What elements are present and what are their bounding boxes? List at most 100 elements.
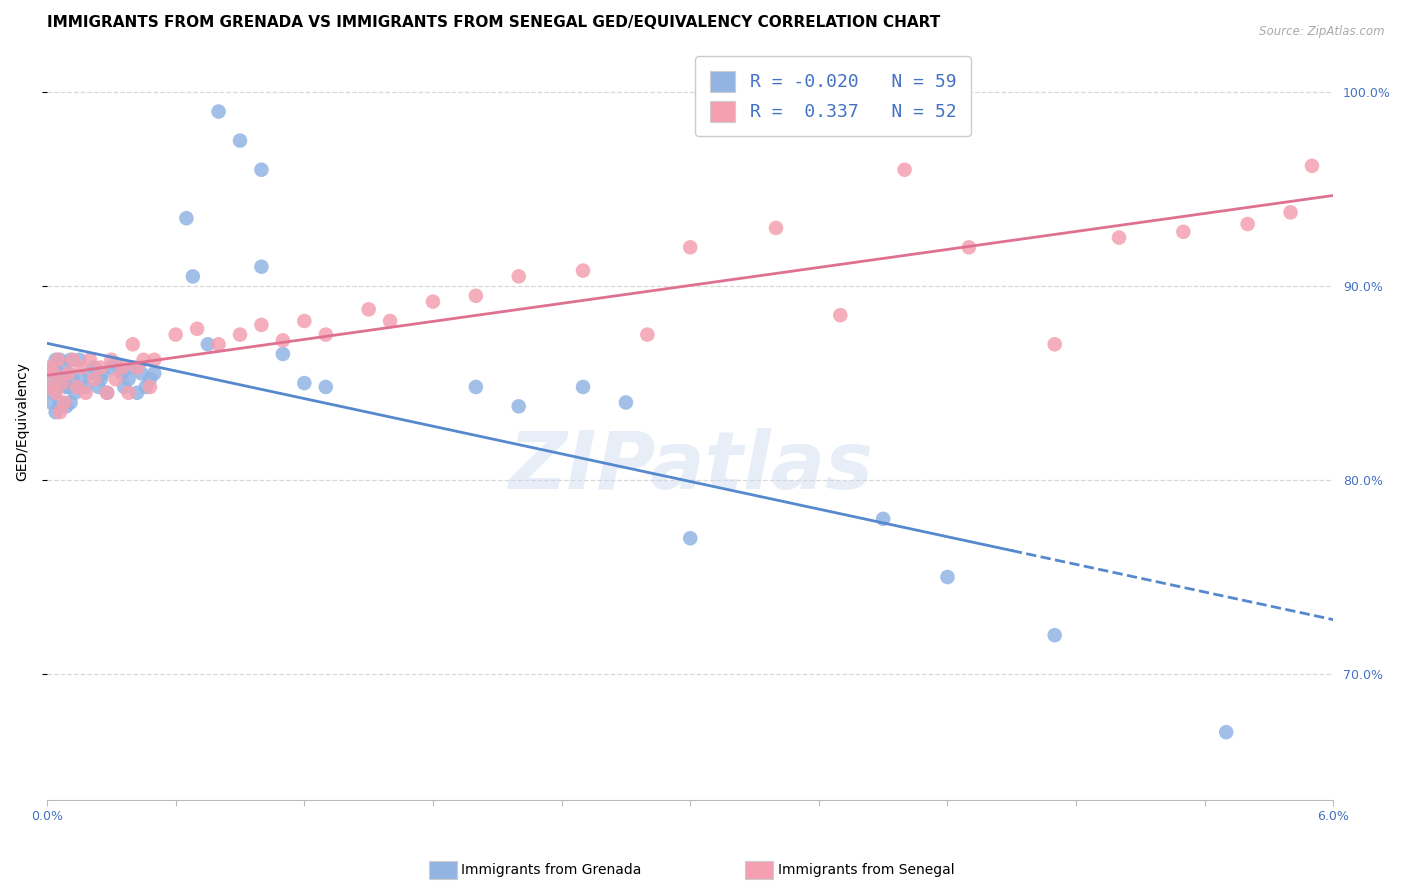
Point: [464, 380, 486, 394]
Point: [45, 352, 67, 367]
Point: [62, 372, 84, 386]
Point: [679, 531, 702, 545]
Point: [131, 367, 153, 381]
Point: [1215, 725, 1237, 739]
Point: [55, 380, 77, 394]
Point: [51, 376, 73, 390]
Text: Source: ZipAtlas.com: Source: ZipAtlas.com: [1260, 25, 1385, 38]
Point: [207, 104, 229, 119]
Point: [66, 380, 89, 394]
Point: [936, 570, 959, 584]
Point: [229, 134, 252, 148]
Point: [112, 380, 135, 394]
Point: [229, 327, 252, 342]
Point: [117, 385, 139, 400]
Point: [104, 372, 127, 386]
Point: [38, 360, 60, 375]
Point: [111, 367, 134, 381]
Point: [87, 380, 110, 394]
Point: [41, 376, 63, 390]
Point: [46, 380, 69, 394]
Point: [49, 395, 72, 409]
Point: [315, 380, 337, 394]
Point: [62, 352, 84, 367]
Point: [55, 400, 77, 414]
Point: [90, 372, 112, 386]
Point: [91, 367, 114, 381]
Point: [75, 380, 97, 394]
Point: [83, 372, 105, 386]
Point: [271, 334, 294, 348]
Point: [45, 405, 67, 419]
Point: [250, 318, 273, 332]
Point: [132, 352, 155, 367]
Point: [59, 395, 82, 409]
Point: [42, 367, 65, 381]
Point: [176, 211, 198, 226]
Point: [572, 263, 595, 277]
Point: [67, 352, 90, 367]
Point: [121, 360, 143, 375]
Point: [250, 260, 273, 274]
Point: [508, 400, 530, 414]
Point: [872, 512, 894, 526]
Point: [1173, 225, 1195, 239]
Point: [1301, 159, 1323, 173]
Point: [893, 162, 915, 177]
Point: [127, 360, 149, 375]
Point: [292, 314, 315, 328]
Point: [100, 352, 122, 367]
Point: [104, 357, 127, 371]
Point: [572, 380, 595, 394]
Point: [46, 352, 69, 367]
Point: [53, 395, 76, 409]
Point: [45, 385, 67, 400]
Point: [315, 327, 337, 342]
Point: [42, 385, 65, 400]
Point: [422, 294, 444, 309]
Point: [96, 385, 118, 400]
Point: [614, 395, 637, 409]
Point: [117, 372, 139, 386]
Point: [58, 367, 80, 381]
Point: [75, 385, 97, 400]
Point: [186, 322, 208, 336]
Point: [1236, 217, 1258, 231]
Point: [143, 352, 166, 367]
Point: [70, 372, 93, 386]
Point: [42, 360, 65, 375]
Point: [197, 337, 219, 351]
Y-axis label: GED/Equivalency: GED/Equivalency: [15, 362, 30, 482]
Point: [765, 221, 787, 235]
Point: [111, 360, 134, 375]
Point: [70, 360, 93, 375]
Point: [41, 395, 63, 409]
Point: [207, 337, 229, 351]
Point: [121, 337, 143, 351]
Text: Immigrants from Grenada: Immigrants from Grenada: [461, 863, 641, 877]
Point: [1043, 628, 1066, 642]
Point: [127, 385, 149, 400]
Point: [508, 269, 530, 284]
Point: [135, 380, 157, 394]
Point: [1108, 230, 1130, 244]
Point: [271, 347, 294, 361]
Point: [58, 367, 80, 381]
Point: [357, 302, 380, 317]
Point: [139, 372, 162, 386]
Point: [63, 385, 86, 400]
Point: [378, 314, 401, 328]
Point: [79, 367, 101, 381]
Point: [79, 352, 101, 367]
Point: [464, 289, 486, 303]
Point: [250, 162, 273, 177]
Point: [90, 360, 112, 375]
Legend: R = -0.020   N = 59, R =  0.337   N = 52: R = -0.020 N = 59, R = 0.337 N = 52: [696, 56, 970, 136]
Point: [143, 367, 166, 381]
Point: [679, 240, 702, 254]
Text: ZIPatlas: ZIPatlas: [508, 428, 873, 507]
Text: IMMIGRANTS FROM GRENADA VS IMMIGRANTS FROM SENEGAL GED/EQUIVALENCY CORRELATION C: IMMIGRANTS FROM GRENADA VS IMMIGRANTS FR…: [46, 15, 941, 30]
Point: [292, 376, 315, 390]
Point: [165, 327, 187, 342]
Point: [830, 308, 852, 322]
